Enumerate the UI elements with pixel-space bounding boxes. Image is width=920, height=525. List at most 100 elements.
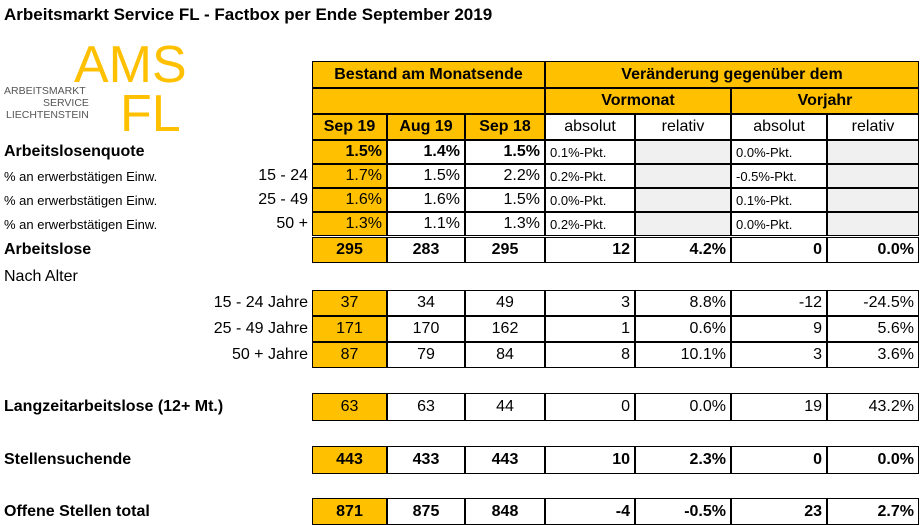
cell-sep18-q1524: 2.2% [465,164,545,188]
logo-ams: AMS [74,36,187,94]
cell-vj-abs-a50: 3 [731,342,827,368]
cell-sep18-offene: 848 [465,498,545,525]
cell-vj-abs-stellensuchende: 0 [731,446,827,474]
header-sep18: Sep 18 [465,114,545,140]
cell-vm-abs-a2549: 1 [545,316,635,342]
cell-vm-rel-q1524 [635,164,731,188]
cell-vm-rel-arbeitslose: 4.2% [635,237,731,263]
cell-aug19-q50: 1.1% [387,212,465,236]
cell-sep18-a50: 84 [465,342,545,368]
row-label-q50: % an erwerbstätigen Einw. [4,216,158,232]
header-veraenderung: Veränderung gegenüber dem [545,61,919,88]
cell-sep18-stellensuchende: 443 [465,446,545,474]
cell-vj-abs-q1524: -0.5%-Pkt. [731,164,827,188]
header-vm-absolut: absolut [545,114,635,140]
header-sep19: Sep 19 [312,114,387,140]
row-label-q2549: % an erwerbstätigen Einw. [4,192,158,208]
cell-vm-rel-q50 [635,212,731,236]
cell-vm-abs-a50: 8 [545,342,635,368]
cell-sep19-langzeit: 63 [312,393,387,421]
cell-aug19-arbeitslose: 283 [387,237,465,263]
cell-sep18-a1524: 49 [465,290,545,316]
row-label-offene: Offene Stellen total [4,502,150,520]
cell-vj-rel-q2549 [827,188,919,212]
cell-vj-rel-offene: 2.7% [827,498,919,525]
cell-vm-abs-stellensuchende: 10 [545,446,635,474]
row-label-q1524: % an erwerbstätigen Einw. [4,168,158,184]
cell-vj-rel-stellensuchende: 0.0% [827,446,919,474]
header-bestand-spacer [312,88,545,114]
page-title: Arbeitsmarkt Service FL - Factbox per En… [4,5,493,24]
cell-vm-rel-offene: -0.5% [635,498,731,525]
cell-vj-rel-langzeit: 43.2% [827,393,919,421]
cell-aug19-quote: 1.4% [387,140,465,164]
cell-vm-abs-q1524: 0.2%-Pkt. [545,164,635,188]
cell-vm-rel-stellensuchende: 2.3% [635,446,731,474]
cell-vm-abs-arbeitslose: 12 [545,237,635,263]
cell-sep18-a2549: 162 [465,316,545,342]
cell-aug19-offene: 875 [387,498,465,525]
cell-vj-abs-a1524: -12 [731,290,827,316]
cell-sep19-stellensuchende: 443 [312,446,387,474]
cell-aug19-a50: 79 [387,342,465,368]
cell-sep18-q50: 1.3% [465,212,545,236]
cell-sep19-a1524: 37 [312,290,387,316]
row-label-a2549: 25 - 49 Jahre [213,320,308,337]
cell-vm-rel-quote [635,140,731,164]
cell-sep19-offene: 871 [312,498,387,525]
cell-vm-rel-q2549 [635,188,731,212]
cell-vj-rel-a2549: 5.6% [827,316,919,342]
cell-aug19-q1524: 1.5% [387,164,465,188]
cell-sep18-arbeitslose: 295 [465,237,545,263]
cell-vm-rel-a50: 10.1% [635,342,731,368]
row-range-q1524: 15 - 24 [258,167,308,184]
cell-vj-rel-q50 [827,212,919,236]
cell-sep18-quote: 1.5% [465,140,545,164]
cell-sep18-q2549: 1.5% [465,188,545,212]
cell-vm-rel-langzeit: 0.0% [635,393,731,421]
row-label-langzeit: Langzeitarbeitslose (12+ Mt.) [4,398,224,415]
cell-aug19-stellensuchende: 433 [387,446,465,474]
header-bestand: Bestand am Monatsende [312,61,545,88]
cell-sep19-arbeitslose: 295 [312,237,387,263]
header-vj-absolut: absolut [731,114,827,140]
cell-sep19-q1524: 1.7% [312,164,387,188]
row-label-quote: Arbeitslosenquote [4,143,145,160]
row-label-a50: 50 + Jahre [231,346,308,363]
row-label-a1524: 15 - 24 Jahre [213,294,308,311]
row-range-q50: 50 + [276,215,308,232]
header-vj-relativ: relativ [827,114,919,140]
cell-vm-abs-q2549: 0.0%-Pkt. [545,188,635,212]
cell-vj-abs-q2549: 0.1%-Pkt. [731,188,827,212]
row-label-nach-alter: Nach Alter [4,267,78,285]
cell-vj-rel-q1524 [827,164,919,188]
cell-vj-rel-a50: 3.6% [827,342,919,368]
row-range-q2549: 25 - 49 [258,191,308,208]
cell-sep19-a2549: 171 [312,316,387,342]
cell-vj-abs-quote: 0.0%-Pkt. [731,140,827,164]
cell-vj-abs-q50: 0.0%-Pkt. [731,212,827,236]
cell-vj-abs-a2549: 9 [731,316,827,342]
cell-aug19-a2549: 170 [387,316,465,342]
row-label-stellensuchende: Stellensuchende [4,451,132,468]
header-vm-relativ: relativ [635,114,731,140]
logo-fl: FL [120,85,181,134]
cell-sep19-q50: 1.3% [312,212,387,236]
header-vormonat: Vormonat [545,88,731,114]
cell-vm-rel-a2549: 0.6% [635,316,731,342]
cell-vj-rel-arbeitslose: 0.0% [827,237,919,263]
cell-sep18-langzeit: 44 [465,393,545,421]
cell-vj-abs-langzeit: 19 [731,393,827,421]
cell-sep19-q2549: 1.6% [312,188,387,212]
cell-aug19-langzeit: 63 [387,393,465,421]
cell-vm-abs-quote: 0.1%-Pkt. [545,140,635,164]
cell-vj-abs-offene: 23 [731,498,827,525]
header-aug19: Aug 19 [387,114,465,140]
logo-line3: LIECHTENSTEIN [6,109,89,121]
cell-vj-rel-a1524: -24.5% [827,290,919,316]
cell-vm-abs-langzeit: 0 [545,393,635,421]
row-label-arbeitslose: Arbeitslose [4,241,92,258]
logo-line1: ARBEITSMARKT [4,85,86,97]
cell-aug19-q2549: 1.6% [387,188,465,212]
